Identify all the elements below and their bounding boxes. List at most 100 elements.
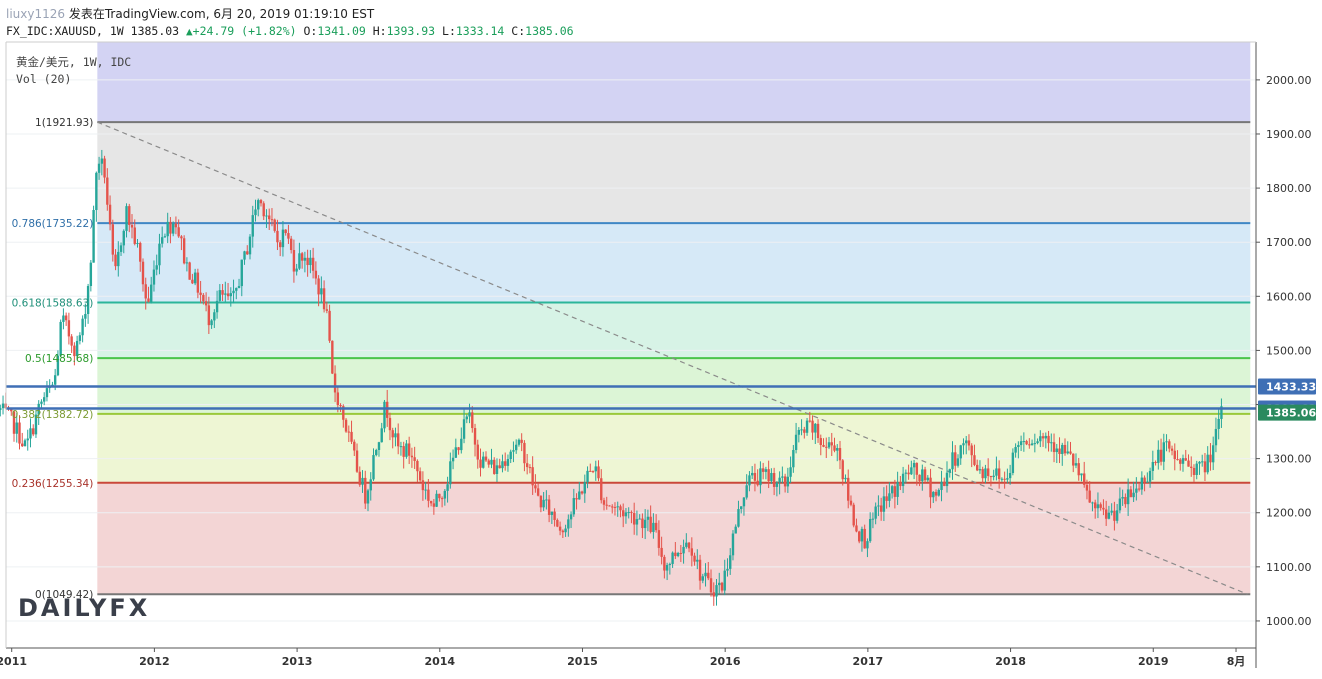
price-badges: 1433.331392.611385.06 [1258, 378, 1316, 421]
candle-body-136 [372, 455, 375, 480]
candle-body-119 [325, 309, 329, 311]
candle-body-296 [811, 420, 814, 433]
candle-body-71 [193, 272, 197, 284]
candle-body-345 [945, 472, 949, 487]
candle-body-13 [34, 414, 38, 435]
candle-body-43 [117, 251, 120, 267]
candle-body-302 [827, 442, 831, 448]
candle-body-146 [399, 446, 403, 448]
x-tick-label-0: 2011 [0, 655, 27, 668]
candle-body-317 [868, 519, 872, 542]
candle-body-378 [1036, 441, 1039, 444]
symbol-label[interactable]: FX_IDC:XAUUSD, 1W [6, 24, 124, 38]
candle-body-336 [921, 469, 924, 482]
candle-body-129 [353, 441, 356, 451]
candle-body-217 [594, 466, 597, 472]
candle-body-143 [391, 430, 394, 438]
candle-body-102 [278, 242, 282, 248]
candle-body-396 [1085, 484, 1089, 491]
candle-body-111 [303, 257, 307, 261]
candle-body-322 [882, 496, 886, 512]
candle-body-234 [641, 518, 644, 529]
candle-body-342 [937, 489, 940, 496]
candle-body-309 [847, 477, 850, 501]
candle-body-47 [128, 206, 131, 225]
candle-body-120 [328, 310, 331, 341]
candle-body-325 [890, 486, 894, 494]
candle-body-242 [663, 556, 666, 571]
candle-body-49 [133, 227, 136, 244]
candle-body-235 [643, 519, 647, 529]
fib-zone-6 [97, 482, 1251, 595]
candle-body-270 [740, 506, 743, 510]
candle-body-212 [580, 491, 584, 494]
candle-body-264 [723, 570, 726, 591]
candle-body-359 [984, 468, 987, 479]
fib-zones [97, 42, 1251, 595]
candle-body-59 [160, 237, 164, 244]
candle-body-283 [775, 482, 779, 487]
fib-label-0: 0(1049.42) [35, 589, 93, 601]
candle-body-15 [40, 401, 43, 404]
candle-body-193 [528, 467, 532, 469]
candle-body-259 [709, 578, 713, 593]
candle-body-293 [803, 429, 806, 433]
fib-zone-1 [97, 122, 1251, 224]
candle-body-180 [493, 459, 496, 474]
y-tick-label-9: 1900.00 [1266, 128, 1312, 141]
candle-body-52 [141, 261, 145, 285]
fib-zone-5 [97, 413, 1251, 483]
candle-body-404 [1107, 512, 1111, 519]
candle-body-27 [73, 345, 76, 357]
candle-body-363 [995, 468, 998, 476]
candle-body-16 [42, 397, 46, 402]
candle-body-365 [1000, 478, 1004, 480]
trend-line[interactable] [97, 121, 1248, 595]
fib-label-0.5: 0.5(1485.68) [25, 353, 93, 365]
horizontal-lines[interactable] [6, 385, 1256, 410]
candle-body-121 [331, 340, 334, 374]
candle-body-51 [139, 242, 142, 262]
candle-body-311 [852, 504, 855, 526]
close-value: 1385.06 [525, 24, 574, 38]
candle-body-10 [26, 438, 29, 441]
candle-body-222 [608, 505, 611, 507]
candle-body-34 [92, 210, 95, 263]
candle-body-202 [553, 511, 556, 520]
hline-badge-0-bg [1258, 378, 1316, 395]
candle-body-271 [742, 497, 746, 507]
candle-body-444 [1217, 418, 1220, 429]
candle-body-37 [100, 158, 104, 164]
candle-body-425 [1165, 441, 1168, 443]
candle-body-23 [62, 315, 65, 322]
x-tick-label-1: 2012 [139, 655, 170, 668]
candle-body-58 [158, 243, 161, 266]
candle-body-138 [377, 442, 381, 450]
candle-body-278 [761, 468, 765, 472]
candle-body-330 [904, 472, 908, 474]
candle-body-116 [317, 278, 320, 295]
y-tick-label-10: 2000.00 [1266, 74, 1312, 87]
candle-body-213 [583, 482, 586, 494]
candle-body-45 [122, 230, 125, 246]
candle-body-53 [144, 284, 147, 299]
candle-body-224 [613, 506, 617, 508]
candle-body-321 [879, 505, 883, 512]
candle-body-262 [718, 582, 721, 586]
candle-body-403 [1104, 509, 1108, 519]
author-username[interactable]: liuxy1126 [6, 7, 66, 21]
candle-body-362 [992, 475, 995, 478]
candle-body-308 [844, 477, 847, 480]
candle-body-64 [174, 223, 178, 228]
candle-body-406 [1113, 510, 1116, 521]
candle-body-132 [361, 477, 364, 485]
candle-body-333 [912, 462, 916, 468]
candle-body-173 [473, 428, 477, 445]
candle-body-114 [311, 257, 315, 271]
x-tick-label-8: 2019 [1138, 655, 1169, 668]
price-change: +24.79 [192, 24, 235, 38]
candle-body-32 [86, 286, 90, 314]
candle-body-340 [932, 491, 935, 498]
high-value: 1393.93 [386, 24, 436, 38]
